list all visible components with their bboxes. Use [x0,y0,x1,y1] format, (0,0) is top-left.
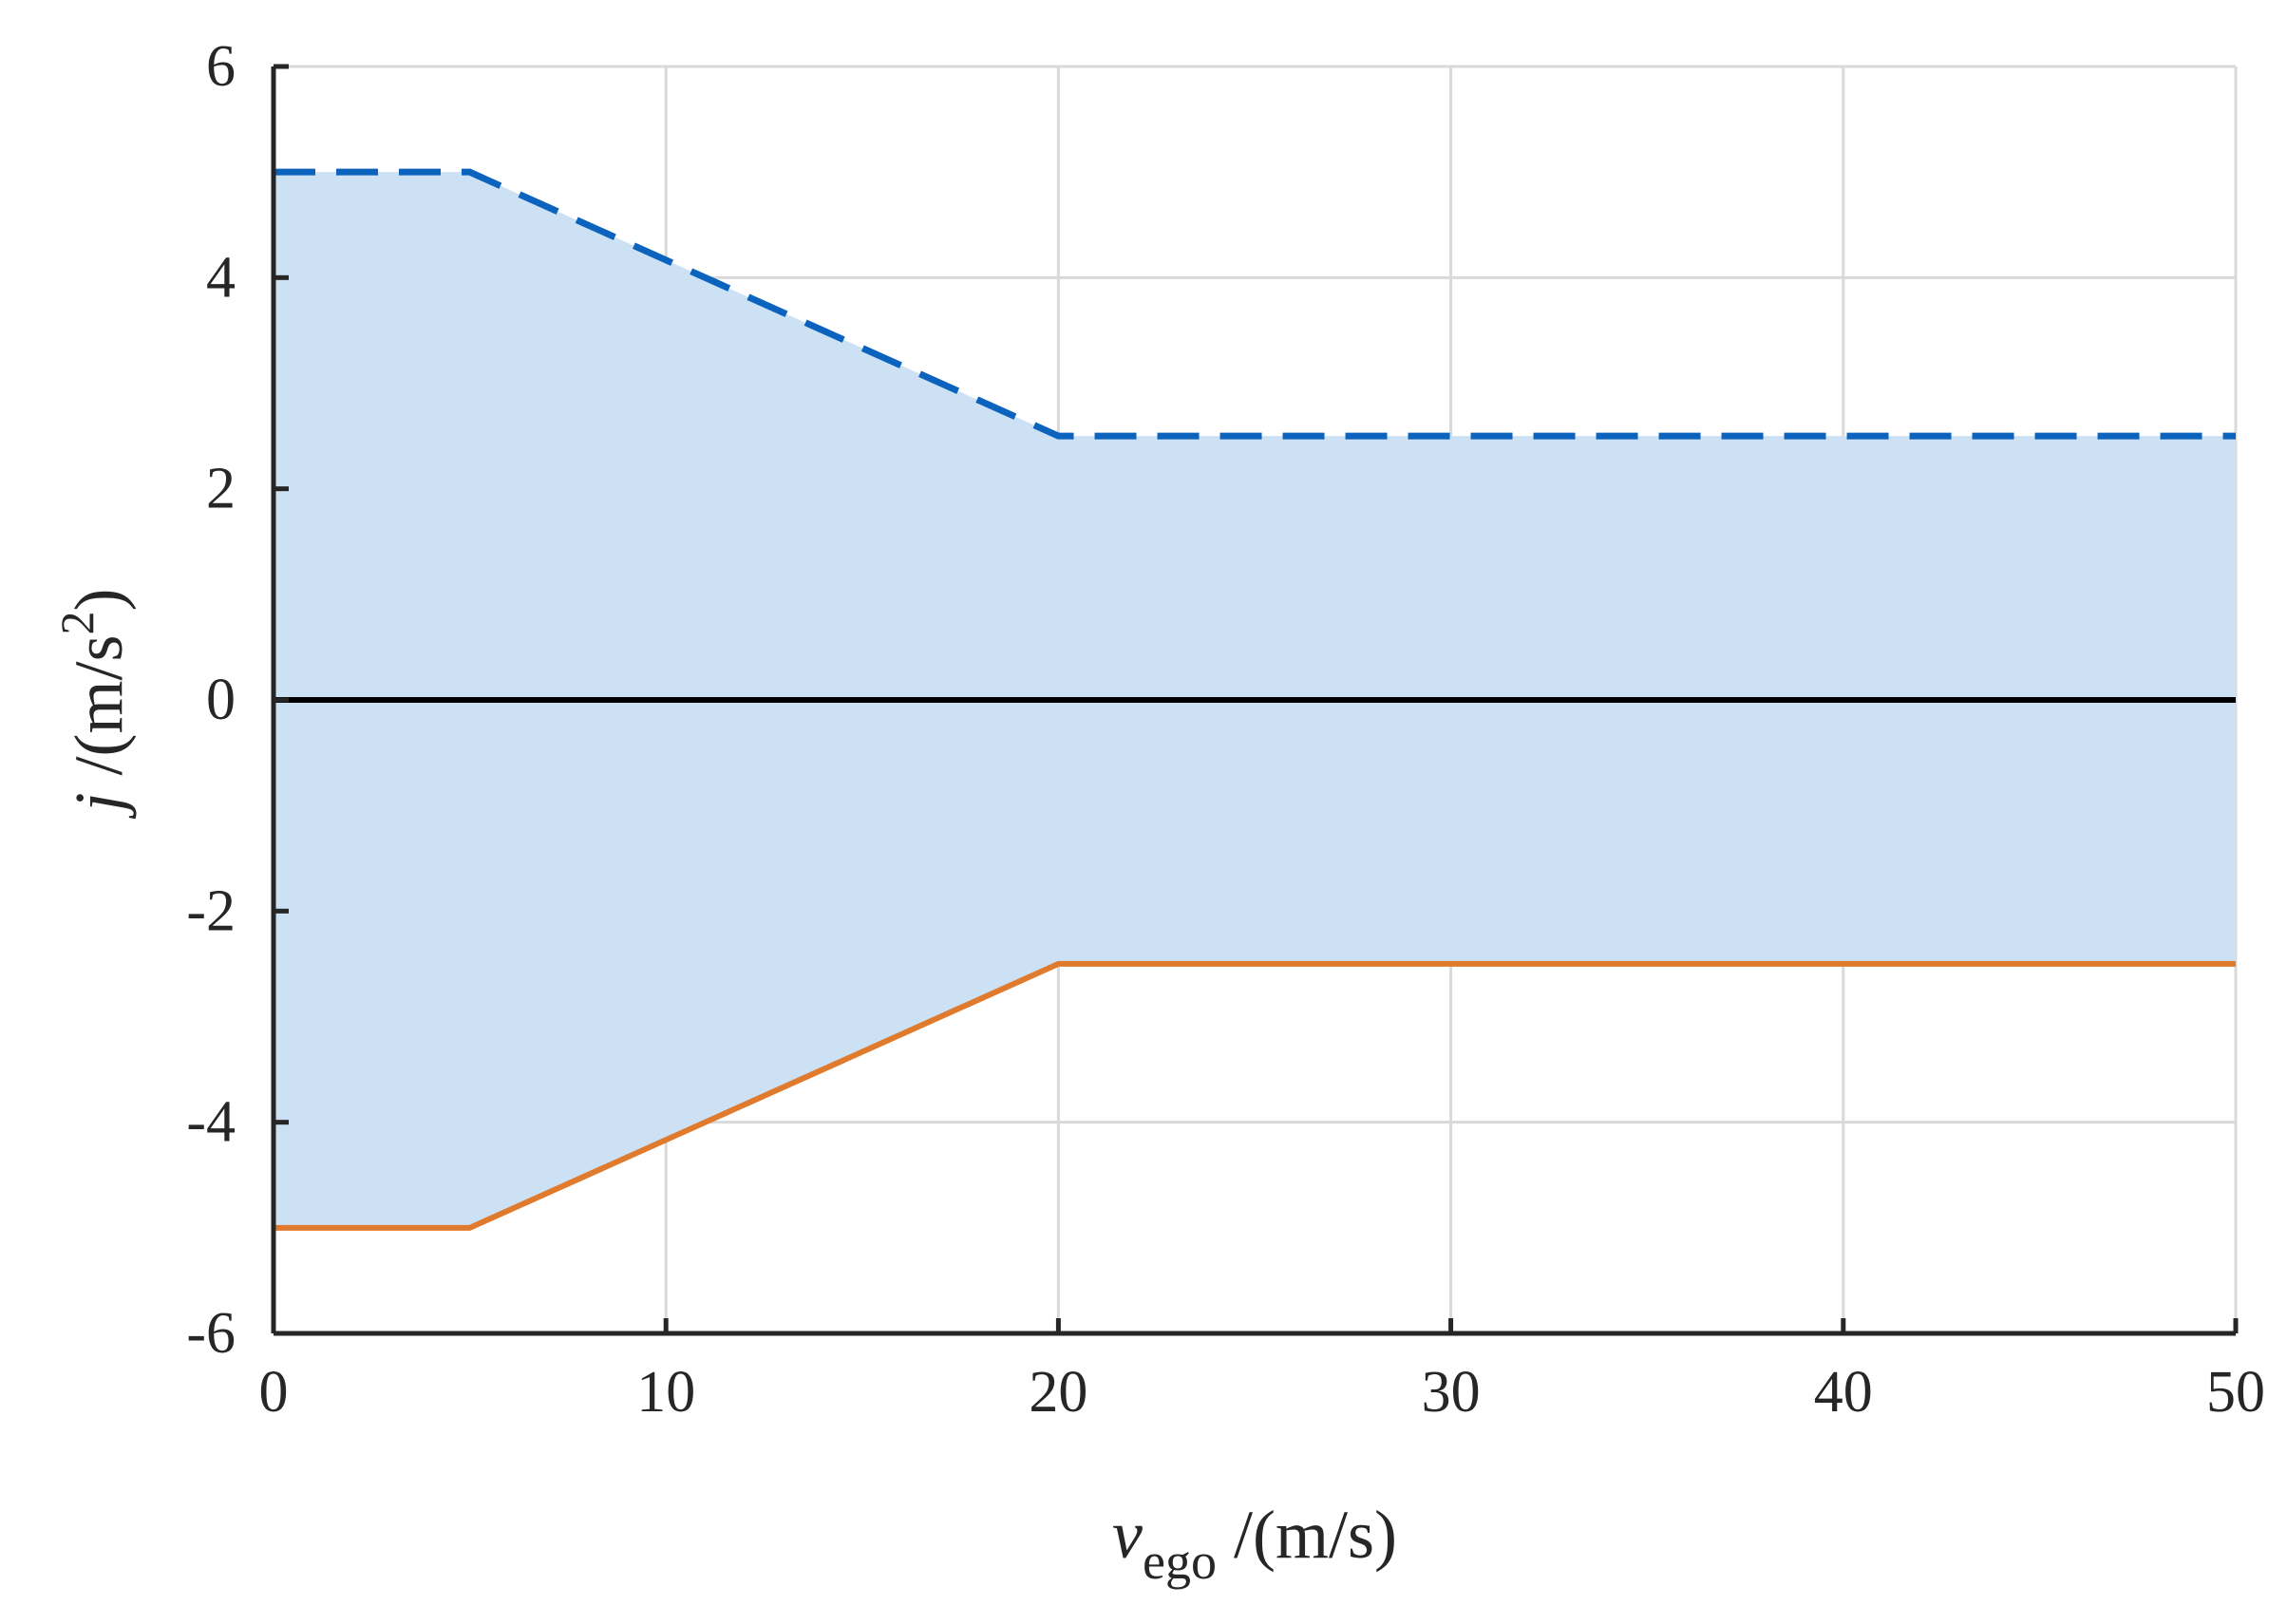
x-tick-label: 20 [1029,1360,1087,1425]
y-tick-label: 4 [206,245,236,310]
y-axis-label: j /(m/s2) [50,588,137,819]
lower-jerk-limit-line [274,960,2236,1231]
y-axis-label-symbol: j [61,792,137,819]
series-layer [274,168,2236,1231]
x-tick-label: 50 [2206,1360,2265,1425]
y-tick-label: -4 [186,1090,236,1155]
tick-labels: 0 10 20 30 40 50 -6 -4 -2 0 2 4 6 [186,34,2265,1425]
y-axis-label-unit: /(m/s [61,634,137,775]
y-axis-label-superscript: 2 [50,611,104,634]
y-tick-label: -2 [186,878,236,943]
x-tick-label: 30 [1422,1360,1481,1425]
y-tick-label: -6 [186,1301,236,1366]
y-tick-label: 2 [206,457,236,521]
y-tick-label: 6 [206,34,236,99]
x-tick-label: 10 [636,1360,695,1425]
y-tick-label: 0 [206,668,236,732]
x-tick-label: 40 [1814,1360,1873,1425]
x-axis-label-unit: /(m/s) [1234,1497,1397,1573]
x-axis-label: vego /(m/s) [1112,1497,1397,1590]
upper-jerk-limit-line [274,168,2236,440]
x-axis-label-subscript: ego [1143,1533,1217,1590]
x-tick-label: 0 [259,1360,289,1425]
axes [271,64,2239,1336]
y-axis-label-close: ) [61,588,137,611]
x-axis-label-symbol: v [1112,1497,1143,1573]
